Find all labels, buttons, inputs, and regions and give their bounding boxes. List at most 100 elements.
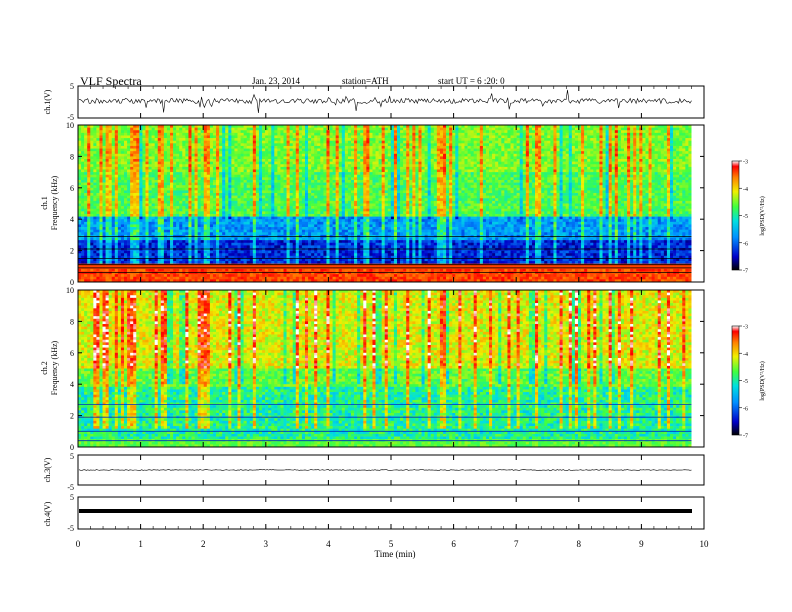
spectrogram-cell: [299, 151, 302, 154]
spectrogram-cell: [225, 177, 228, 180]
spectrogram-cell: [182, 169, 185, 172]
spectrogram-cell: [139, 172, 142, 175]
spectrogram-cell: [320, 167, 323, 170]
spectrogram-cell: [167, 183, 170, 186]
spectrogram-cell: [115, 188, 118, 191]
spectrogram-cell: [311, 154, 314, 157]
spectrogram-cell: [127, 211, 130, 214]
spectrogram-cell: [109, 169, 112, 172]
spectrogram-cell: [225, 133, 228, 136]
spectrogram-cell: [271, 133, 274, 136]
spectrogram-cell: [296, 258, 299, 261]
spectrogram-cell: [274, 222, 277, 225]
spectrogram-cell: [302, 193, 305, 196]
spectrogram-cell: [158, 130, 161, 133]
spectrogram-cell: [96, 193, 99, 196]
spectrogram-cell: [136, 240, 139, 243]
spectrogram-cell: [207, 190, 210, 193]
spectrogram-cell: [191, 130, 194, 133]
spectrogram-cell: [268, 227, 271, 230]
spectrogram-cell: [247, 238, 250, 241]
spectrogram-cell: [299, 211, 302, 214]
spectrogram-cell: [195, 172, 198, 175]
spectrogram-cell: [308, 138, 311, 141]
spectrogram-cell: [210, 193, 213, 196]
spectrogram-cell: [238, 253, 241, 256]
spectrogram-cell: [296, 175, 299, 178]
spectrogram-cell: [198, 154, 201, 157]
spectrogram-cell: [296, 193, 299, 196]
spectrogram-cell: [161, 269, 164, 272]
spectrogram-cell: [124, 227, 127, 230]
spectrogram-cell: [225, 238, 228, 241]
spectrogram-cell: [130, 185, 133, 188]
spectrogram-cell: [219, 138, 222, 141]
spectrogram-cell: [93, 188, 96, 191]
spectrogram-cell: [219, 264, 222, 267]
spectrogram-cell: [130, 201, 133, 204]
spectrogram-cell: [121, 240, 124, 243]
spectrogram-cell: [112, 141, 115, 144]
spectrogram-cell: [99, 264, 102, 267]
spectrogram-cell: [259, 248, 262, 251]
spectrogram-cell: [244, 258, 247, 261]
spectrogram-cell: [182, 269, 185, 272]
spectrogram-cell: [228, 261, 231, 264]
spectrogram-cell: [222, 230, 225, 233]
spectrogram-cell: [155, 138, 158, 141]
spectrogram-cell: [271, 143, 274, 146]
spectrogram-cell: [274, 128, 277, 131]
spectrogram-cell: [287, 214, 290, 217]
spectrogram-cell: [115, 238, 118, 241]
spectrogram-cell: [127, 245, 130, 248]
spectrogram-cell: [106, 204, 109, 207]
spectrogram-cell: [228, 162, 231, 165]
spectrogram-cell: [198, 175, 201, 178]
spectrogram-cell: [210, 180, 213, 183]
spectrogram-cell: [152, 172, 155, 175]
spectrogram-cell: [158, 180, 161, 183]
spectrogram-cell: [330, 149, 333, 152]
spectrogram-cell: [216, 141, 219, 144]
spectrogram-cell: [231, 151, 234, 154]
spectrogram-cell: [164, 258, 167, 261]
spectrogram-cell: [112, 151, 115, 154]
spectrogram-cell: [320, 243, 323, 246]
spectrogram-cell: [296, 224, 299, 227]
spectrogram-cell: [198, 185, 201, 188]
spectrogram-cell: [247, 151, 250, 154]
spectrogram-cell: [198, 138, 201, 141]
spectrogram-cell: [293, 156, 296, 159]
spectrogram-cell: [99, 130, 102, 133]
spectrogram-cell: [167, 217, 170, 220]
spectrogram-cell: [247, 214, 250, 217]
spectrogram-cell: [158, 211, 161, 214]
spectrogram-cell: [188, 177, 191, 180]
spectrogram-cell: [280, 217, 283, 220]
spectrogram-cell: [161, 154, 164, 157]
spectrogram-cell: [155, 159, 158, 162]
spectrogram-cell: [293, 162, 296, 165]
spectrogram-cell: [87, 243, 90, 246]
spectrogram-cell: [330, 264, 333, 267]
spectrogram-cell: [302, 188, 305, 191]
spectrogram-cell: [241, 269, 244, 272]
spectrogram-cell: [112, 177, 115, 180]
spectrogram-cell: [204, 261, 207, 264]
spectrogram-cell: [222, 190, 225, 193]
spectrogram-cell: [213, 269, 216, 272]
spectrogram-cell: [219, 204, 222, 207]
spectrogram-cell: [204, 240, 207, 243]
spectrogram-cell: [290, 198, 293, 201]
spectrogram-cell: [296, 248, 299, 251]
spectrogram-cell: [277, 198, 280, 201]
spectrogram-cell: [170, 167, 173, 170]
spectrogram-cell: [259, 133, 262, 136]
spectrogram-cell: [228, 248, 231, 251]
spectrogram-cell: [210, 172, 213, 175]
spectrogram-cell: [84, 154, 87, 157]
spectrogram-cell: [277, 175, 280, 178]
spectrogram-cell: [103, 264, 106, 267]
spectrogram-cell: [136, 243, 139, 246]
spectrogram-cell: [320, 188, 323, 191]
